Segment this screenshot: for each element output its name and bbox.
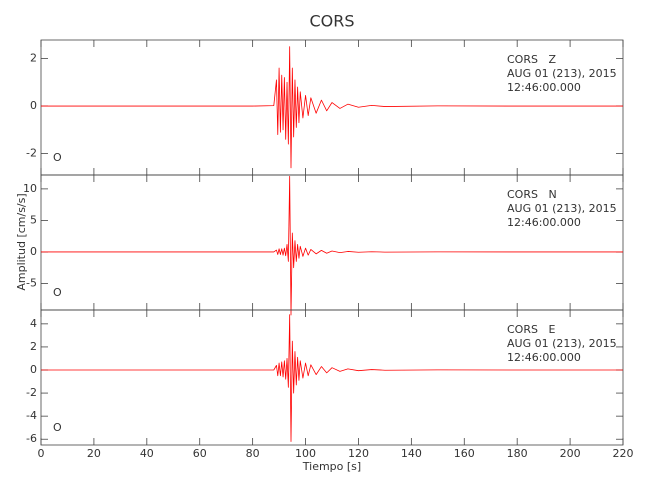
annotation: CORS E bbox=[507, 323, 555, 336]
y-tick-label: -4 bbox=[26, 409, 37, 422]
x-axis-label: Tiempo [s] bbox=[302, 460, 361, 473]
x-tick-label: 100 bbox=[295, 447, 316, 460]
chart-title: CORS bbox=[309, 12, 354, 31]
x-tick-label: 140 bbox=[401, 447, 422, 460]
annotation: 12:46:00.000 bbox=[507, 81, 581, 94]
corner-label: O bbox=[53, 286, 62, 299]
x-tick-label: 80 bbox=[246, 447, 260, 460]
waveform bbox=[41, 46, 623, 169]
y-tick-label: 0 bbox=[30, 363, 37, 376]
x-tick-label: 40 bbox=[140, 447, 154, 460]
y-tick-label: 2 bbox=[30, 340, 37, 353]
x-tick-label: 0 bbox=[38, 447, 45, 460]
y-tick-label: -6 bbox=[26, 432, 37, 445]
annotation: AUG 01 (213), 2015 bbox=[507, 337, 617, 350]
annotation: 12:46:00.000 bbox=[507, 351, 581, 364]
annotation: CORS Z bbox=[507, 53, 556, 66]
y-tick-label: -5 bbox=[26, 277, 37, 290]
waveform bbox=[41, 175, 623, 316]
y-tick-label: -2 bbox=[26, 386, 37, 399]
y-tick-label: 0 bbox=[30, 245, 37, 258]
annotation: AUG 01 (213), 2015 bbox=[507, 202, 617, 215]
annotation: CORS N bbox=[507, 188, 557, 201]
x-tick-label: 160 bbox=[454, 447, 475, 460]
annotation: 12:46:00.000 bbox=[507, 216, 581, 229]
corner-label: O bbox=[53, 421, 62, 434]
x-tick-label: 200 bbox=[560, 447, 581, 460]
x-tick-label: 60 bbox=[193, 447, 207, 460]
y-tick-label: 0 bbox=[30, 99, 37, 112]
y-tick-label: 10 bbox=[23, 182, 37, 195]
y-tick-label: -2 bbox=[26, 147, 37, 160]
y-axis-label: Amplitud [cm/s/s] bbox=[15, 193, 28, 290]
waveform bbox=[41, 314, 623, 442]
y-tick-label: 4 bbox=[30, 317, 37, 330]
y-tick-label: 5 bbox=[30, 213, 37, 226]
x-tick-label: 120 bbox=[348, 447, 369, 460]
x-tick-label: 180 bbox=[507, 447, 528, 460]
panel-frame bbox=[40, 309, 624, 446]
y-tick-label: 2 bbox=[30, 52, 37, 65]
corner-label: O bbox=[53, 151, 62, 164]
annotation: AUG 01 (213), 2015 bbox=[507, 67, 617, 80]
x-tick-label: 20 bbox=[87, 447, 101, 460]
x-tick-label: 220 bbox=[613, 447, 634, 460]
